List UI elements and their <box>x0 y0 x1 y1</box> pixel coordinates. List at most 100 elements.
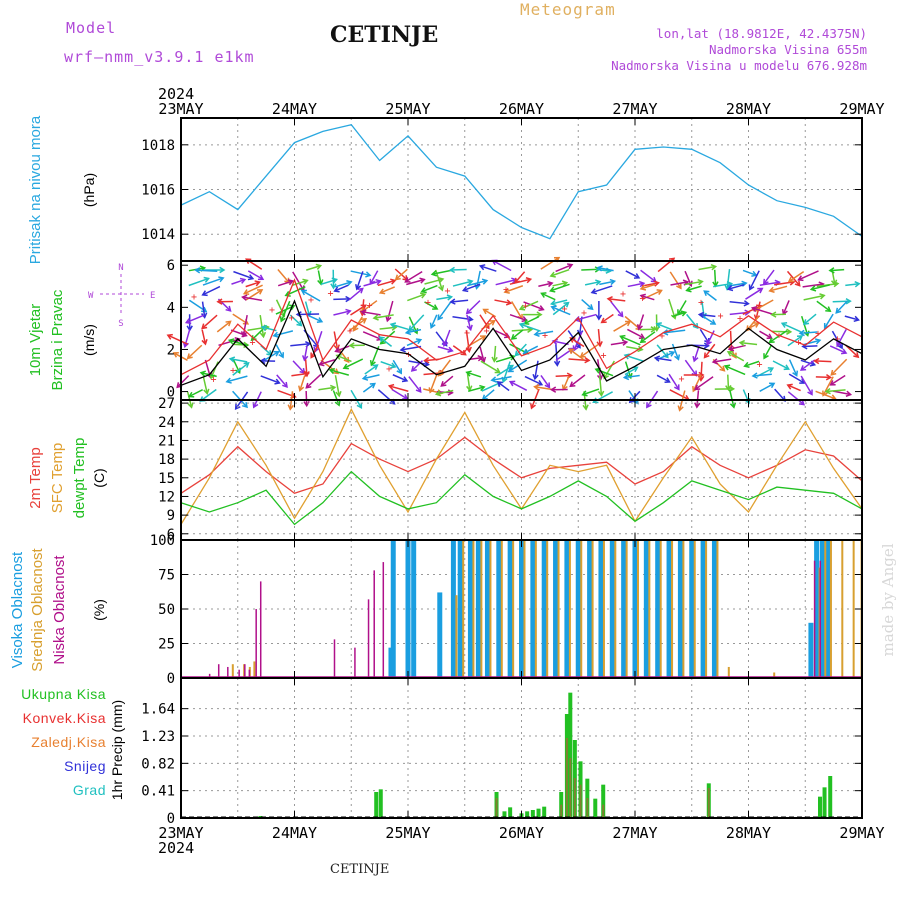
wind-arrow <box>391 388 408 400</box>
wind-arrow <box>307 314 323 323</box>
compass-s: S <box>118 319 123 329</box>
precip-conv-bar <box>495 798 498 818</box>
wind-arrow <box>798 270 819 281</box>
wind-arrow <box>231 278 246 285</box>
wind-arrow-head <box>225 377 232 384</box>
wind-arrow <box>628 390 639 404</box>
cloud-bar <box>557 540 560 678</box>
wind-arrow <box>509 278 531 285</box>
cloud-bar <box>507 540 513 678</box>
cloud-axis-high: Visoka Oblacnost <box>9 551 26 668</box>
wind-arrow-head <box>282 381 288 389</box>
cloud-bar <box>621 540 627 678</box>
wind-arrow <box>568 358 590 362</box>
wind-arrow-head <box>284 290 291 297</box>
wind-arrow-head <box>609 278 617 286</box>
wind-arrow-head <box>582 404 589 411</box>
wind-arrow <box>591 285 613 294</box>
y-tick-label: 25 <box>158 637 175 653</box>
wind-arrow <box>437 301 452 320</box>
wind-arrow <box>578 316 583 335</box>
cloud-bar <box>480 540 483 678</box>
wind-arrow <box>816 300 831 312</box>
gust-marker: + <box>250 337 256 348</box>
precip-total-bar <box>601 784 606 818</box>
wind-arrow-head <box>533 384 540 391</box>
wind-arrow <box>830 358 848 376</box>
gust-marker: + <box>464 328 470 339</box>
wind-arrow-head <box>677 405 684 412</box>
gust-marker: + <box>542 330 548 341</box>
wind-arrow <box>429 374 438 393</box>
wind-arrow <box>356 271 364 290</box>
wind-arrow <box>752 307 774 315</box>
wind-arrow-head <box>482 308 489 315</box>
wind-arrow-head <box>201 306 208 313</box>
cloud-bar <box>852 540 855 678</box>
wind-arrow-head <box>744 309 751 316</box>
wind-arrow-head <box>298 385 305 392</box>
wind-arrow <box>275 344 284 358</box>
wind-arrow-head <box>480 335 487 341</box>
cloud-bar <box>819 540 825 678</box>
wind-arrow <box>335 345 350 353</box>
wind-arrow <box>700 361 703 381</box>
wind-arrow-head <box>770 311 777 318</box>
wind-arrow <box>377 279 396 287</box>
wind-arrow-head <box>783 364 790 371</box>
wind-arrow <box>845 282 860 287</box>
cloud-bar <box>489 540 492 678</box>
wind-arrow <box>233 270 254 280</box>
wind-arrow <box>555 264 573 273</box>
wind-arrow <box>275 299 285 317</box>
wind-arrow-head <box>532 373 539 381</box>
wind-arrow-head <box>596 341 603 348</box>
wind-arrow-head <box>272 331 279 338</box>
wind-arrow-head <box>653 280 660 287</box>
wind-arrow-head <box>828 267 835 274</box>
wind-arrow <box>515 343 527 357</box>
wind-arrow-head <box>751 372 758 379</box>
wind-arrow-head <box>289 304 296 311</box>
wind-arrow <box>763 345 772 359</box>
wind-arrow-head <box>836 341 842 348</box>
wind-arrow-head <box>245 258 252 265</box>
wind-arrow-head <box>518 322 526 329</box>
wind-arrow <box>597 328 601 346</box>
x-tick-label-bottom: 28MAY <box>726 824 771 842</box>
wind-arrow-head <box>547 280 554 288</box>
wind-arrow-head <box>242 289 250 295</box>
wind-arrow-head <box>390 362 397 369</box>
wind-arrow-head <box>396 368 403 375</box>
y-tick-label: 50 <box>158 602 175 618</box>
wind-arrow <box>494 299 511 304</box>
wind-arrow <box>668 373 680 390</box>
wind-arrow-head <box>479 384 486 392</box>
wind-arrow-head <box>533 330 540 337</box>
wind-arrow <box>176 375 190 388</box>
wind-arrow <box>595 368 614 377</box>
wind-arrow <box>656 374 670 383</box>
y-tick-label: 0.82 <box>141 756 175 772</box>
wind-arrow <box>289 314 302 327</box>
wind-arrow-head <box>561 280 569 287</box>
wind-arrow-head <box>814 338 822 345</box>
wind-arrow-head <box>241 402 248 409</box>
coordinates-text: lon,lat (18.9812E, 42.4375N) <box>656 26 867 41</box>
wind-arrow-head <box>369 278 376 286</box>
wind-arrow <box>845 344 859 358</box>
wind-arrow <box>301 289 321 302</box>
wind-arrow <box>670 281 688 286</box>
wind-arrow <box>603 360 615 379</box>
wind-arrow-head <box>348 342 355 349</box>
cloud-bar <box>819 560 822 678</box>
wind-arrow <box>336 354 352 363</box>
wind-arrow-head <box>697 278 704 286</box>
wind-arrow-head <box>622 373 630 381</box>
wind-arrow-head <box>525 277 533 284</box>
wind-arrow-head <box>415 338 423 345</box>
wind-arrow-head <box>633 273 641 279</box>
wind-arrow-head <box>186 353 193 360</box>
cloud-bar <box>671 540 674 678</box>
